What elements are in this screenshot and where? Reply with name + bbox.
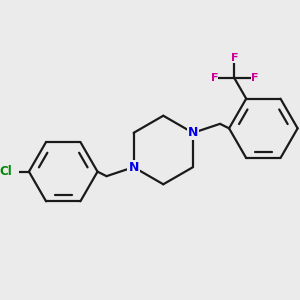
Text: N: N xyxy=(188,126,198,140)
Text: F: F xyxy=(231,53,238,64)
Text: N: N xyxy=(128,160,139,174)
Text: Cl: Cl xyxy=(0,165,12,178)
Text: F: F xyxy=(211,73,218,83)
Text: F: F xyxy=(250,73,258,83)
